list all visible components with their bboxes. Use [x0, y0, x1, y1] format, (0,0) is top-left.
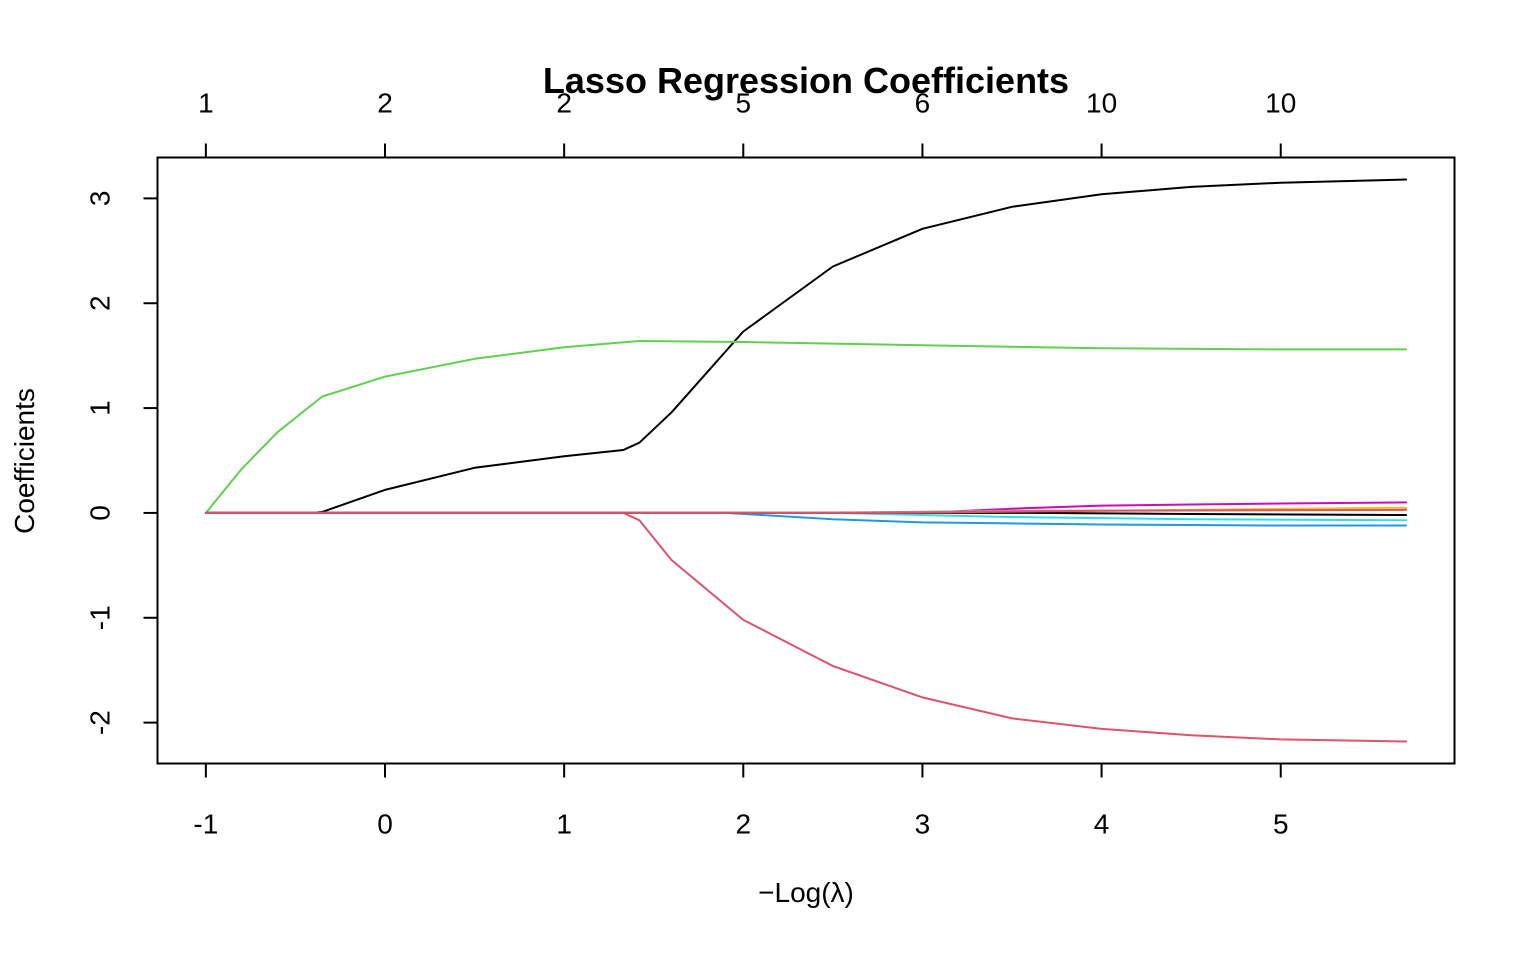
top-tick-label: 5 [736, 88, 752, 119]
top-tick-label: 10 [1265, 88, 1296, 119]
x-tick-label: 3 [915, 809, 931, 840]
top-tick-label: 2 [556, 88, 572, 119]
y-tick-label: -2 [85, 710, 116, 735]
coefficient-path-1 [204, 178, 1408, 514]
y-tick-label: 3 [85, 191, 116, 207]
y-tick-label: 1 [85, 400, 116, 416]
top-tick-label: 1 [198, 88, 214, 119]
top-tick-label: 2 [377, 88, 393, 119]
coefficient-path-10 [204, 508, 1408, 514]
y-tick-label: 2 [85, 295, 116, 311]
y-axis-label: Coefficients [9, 388, 40, 534]
x-tick-label: 5 [1273, 809, 1289, 840]
top-tick-label: 6 [915, 88, 931, 119]
coefficient-paths [204, 178, 1408, 743]
x-axis-bottom: -1 0 1 2 3 4 5 [193, 762, 1289, 840]
plot-frame [156, 156, 1456, 765]
top-tick-label: 10 [1086, 88, 1117, 119]
coefficient-path-3 [204, 340, 1408, 514]
x-tick-label: 0 [377, 809, 393, 840]
x-tick-label: 2 [736, 809, 752, 840]
x-axis-label: −Log(λ) [758, 877, 854, 908]
y-tick-label: -1 [85, 605, 116, 630]
x-axis-top: 1 2 2 5 6 10 10 [198, 88, 1296, 159]
coefficient-path-4 [204, 511, 1408, 527]
chart-title: Lasso Regression Coefficients [543, 60, 1069, 101]
x-tick-label: 4 [1094, 809, 1110, 840]
x-tick-label: -1 [193, 809, 218, 840]
x-tick-label: 1 [556, 809, 572, 840]
y-axis: -2 -1 0 1 2 3 [85, 191, 159, 735]
coefficient-path-2 [204, 511, 1408, 743]
y-tick-label: 0 [85, 505, 116, 521]
